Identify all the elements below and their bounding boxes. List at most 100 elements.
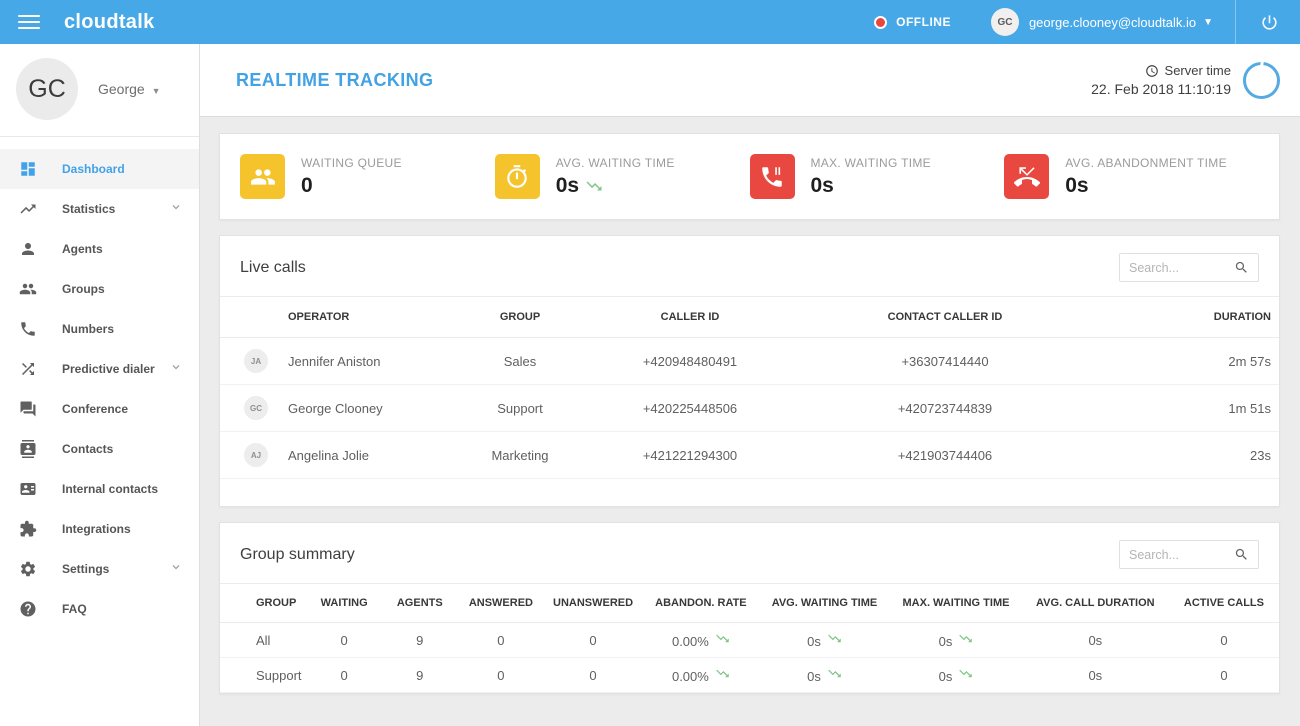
cell-unanswered: 0 bbox=[543, 622, 644, 658]
cell-caller-id: +420948480491 bbox=[585, 337, 795, 385]
column-header-avg-call-duration[interactable]: AVG. CALL DURATION bbox=[1021, 583, 1169, 623]
stat-value: 0 bbox=[301, 173, 313, 197]
column-header-active-calls[interactable]: ACTIVE CALLS bbox=[1168, 583, 1279, 623]
group-summary-search bbox=[1119, 540, 1259, 569]
hamburger-menu-icon[interactable] bbox=[18, 11, 40, 33]
cell-operator: George Clooney bbox=[280, 384, 455, 432]
server-time-label: Server time bbox=[1164, 63, 1231, 78]
cell-avg-waiting-time: 0s bbox=[758, 622, 891, 658]
column-header-contact-caller-id[interactable]: CONTACT CALLER ID bbox=[795, 296, 1095, 338]
column-header-group[interactable]: GROUP bbox=[455, 296, 585, 338]
cell-group: All bbox=[220, 622, 308, 658]
column-header-caller-id[interactable]: CALLER ID bbox=[585, 296, 795, 338]
statistics-icon bbox=[18, 199, 38, 219]
sidebar-item-label: Groups bbox=[62, 282, 105, 296]
table-row[interactable]: All 0 9 0 0 0.00% 0s 0s 0s 0 bbox=[220, 622, 1279, 658]
phone-missed-icon bbox=[1004, 154, 1050, 199]
table-row[interactable]: AJ Angelina Jolie Marketing +42122129430… bbox=[220, 431, 1279, 479]
sidebar-item-label: Agents bbox=[62, 242, 103, 256]
sidebar-item-integrations[interactable]: Integrations bbox=[0, 509, 199, 549]
waiting-queue-icon bbox=[240, 154, 285, 199]
sidebar-item-dashboard[interactable]: Dashboard bbox=[0, 149, 199, 189]
page-header: REALTIME TRACKING Server time 22. Feb 20… bbox=[200, 44, 1300, 117]
contact-card-icon bbox=[18, 479, 38, 499]
status-indicator[interactable]: OFFLINE bbox=[874, 15, 951, 29]
sidebar-item-internal-contacts[interactable]: Internal contacts bbox=[0, 469, 199, 509]
cell-abandon-rate: 0.00% bbox=[643, 657, 759, 693]
cell-duration: 1m 51s bbox=[1095, 384, 1279, 432]
cell-operator: Jennifer Aniston bbox=[280, 337, 455, 385]
column-header-avg-waiting-time[interactable]: AVG. WAITING TIME bbox=[758, 583, 891, 623]
table-row[interactable]: JA Jennifer Aniston Sales +420948480491 … bbox=[220, 337, 1279, 385]
groups-icon bbox=[18, 279, 38, 299]
topbar-avatar[interactable]: GC bbox=[990, 8, 1019, 36]
page-title: REALTIME TRACKING bbox=[236, 69, 434, 90]
sidebar-item-statistics[interactable]: Statistics bbox=[0, 189, 199, 229]
power-icon bbox=[1261, 14, 1277, 30]
stat-label: AVG. ABANDONMENT TIME bbox=[1065, 155, 1227, 170]
cell-answered: 0 bbox=[458, 657, 544, 693]
user-email[interactable]: george.clooney@cloudtalk.io bbox=[1028, 14, 1197, 30]
cell-caller-id: +420225448506 bbox=[585, 384, 795, 432]
cell-group: Support bbox=[455, 384, 585, 432]
sidebar-item-label: Contacts bbox=[62, 442, 114, 456]
live-calls-table: OPERATOR GROUP CALLER ID CONTACT CALLER … bbox=[220, 296, 1279, 479]
group-summary-card: Group summary GROUP WAITING AGENTS ANSWE… bbox=[219, 522, 1280, 694]
sidebar-item-contacts[interactable]: Contacts bbox=[0, 429, 199, 469]
stat-max-waiting-time: MAX. WAITING TIME 0s bbox=[749, 154, 1005, 199]
logout-power-button[interactable] bbox=[1254, 13, 1284, 32]
column-header-agents[interactable]: AGENTS bbox=[380, 583, 459, 623]
stat-value: 0s bbox=[556, 174, 675, 198]
trending-down-icon bbox=[958, 631, 973, 646]
search-input[interactable] bbox=[1129, 547, 1234, 562]
column-header-answered[interactable]: ANSWERED bbox=[458, 583, 544, 623]
live-calls-title: Live calls bbox=[240, 258, 306, 276]
chevron-down-icon bbox=[169, 200, 183, 219]
group-summary-table: GROUP WAITING AGENTS ANSWERED UNANSWERED… bbox=[220, 583, 1279, 693]
app-logo: cloudtalk bbox=[64, 10, 155, 33]
sidebar-item-agents[interactable]: Agents bbox=[0, 229, 199, 269]
column-header-waiting[interactable]: WAITING bbox=[307, 583, 381, 623]
table-row[interactable]: GC George Clooney Support +420225448506 … bbox=[220, 384, 1279, 432]
cell-group: Marketing bbox=[455, 431, 585, 479]
stat-avg-abandonment-time: AVG. ABANDONMENT TIME 0s bbox=[1004, 154, 1259, 199]
search-icon[interactable] bbox=[1234, 547, 1249, 562]
chevron-down-icon[interactable]: ▼ bbox=[1203, 16, 1213, 28]
stat-value: 0s bbox=[1065, 173, 1089, 197]
cell-unanswered: 0 bbox=[543, 657, 644, 693]
sidebar-item-label: Statistics bbox=[62, 202, 116, 216]
profile-name[interactable]: George ▼ bbox=[98, 81, 161, 97]
column-header-unanswered[interactable]: UNANSWERED bbox=[543, 583, 644, 623]
column-header-group[interactable]: GROUP bbox=[220, 583, 308, 623]
cell-group: Support bbox=[220, 657, 308, 693]
timer-icon bbox=[494, 154, 540, 199]
stat-label: WAITING QUEUE bbox=[301, 155, 402, 170]
sidebar-item-conference[interactable]: Conference bbox=[0, 389, 199, 429]
column-header-operator[interactable]: OPERATOR bbox=[280, 296, 455, 338]
cell-contact-caller-id: +421903744406 bbox=[795, 431, 1095, 479]
profile-avatar[interactable]: GC bbox=[16, 58, 78, 120]
cell-active-calls: 0 bbox=[1168, 657, 1279, 693]
help-icon bbox=[18, 599, 38, 619]
sidebar-item-predictive-dialer[interactable]: Predictive dialer bbox=[0, 349, 199, 389]
stat-waiting-queue: WAITING QUEUE 0 bbox=[240, 154, 495, 199]
content: WAITING QUEUE 0 AVG. WAITING TIME 0s MAX… bbox=[200, 117, 1300, 726]
sidebar-item-groups[interactable]: Groups bbox=[0, 269, 199, 309]
cell-max-waiting-time: 0s bbox=[890, 622, 1022, 658]
sidebar-item-numbers[interactable]: Numbers bbox=[0, 309, 199, 349]
sidebar-item-label: FAQ bbox=[62, 602, 87, 616]
column-header-abandon-rate[interactable]: ABANDON. RATE bbox=[643, 583, 759, 623]
group-summary-title: Group summary bbox=[240, 545, 355, 563]
column-header-max-waiting-time[interactable]: MAX. WAITING TIME bbox=[890, 583, 1022, 623]
cell-answered: 0 bbox=[458, 622, 544, 658]
table-row[interactable]: Support 0 9 0 0 0.00% 0s 0s 0s 0 bbox=[220, 657, 1279, 693]
clock-icon bbox=[1145, 64, 1158, 77]
cell-active-calls: 0 bbox=[1168, 622, 1279, 658]
search-input[interactable] bbox=[1129, 260, 1234, 275]
search-icon[interactable] bbox=[1234, 260, 1249, 275]
column-header-duration[interactable]: DURATION bbox=[1095, 296, 1279, 338]
stats-strip: WAITING QUEUE 0 AVG. WAITING TIME 0s MAX… bbox=[219, 133, 1280, 220]
sidebar-item-label: Conference bbox=[62, 402, 129, 416]
sidebar-item-faq[interactable]: FAQ bbox=[0, 589, 199, 629]
sidebar-item-settings[interactable]: Settings bbox=[0, 549, 199, 589]
